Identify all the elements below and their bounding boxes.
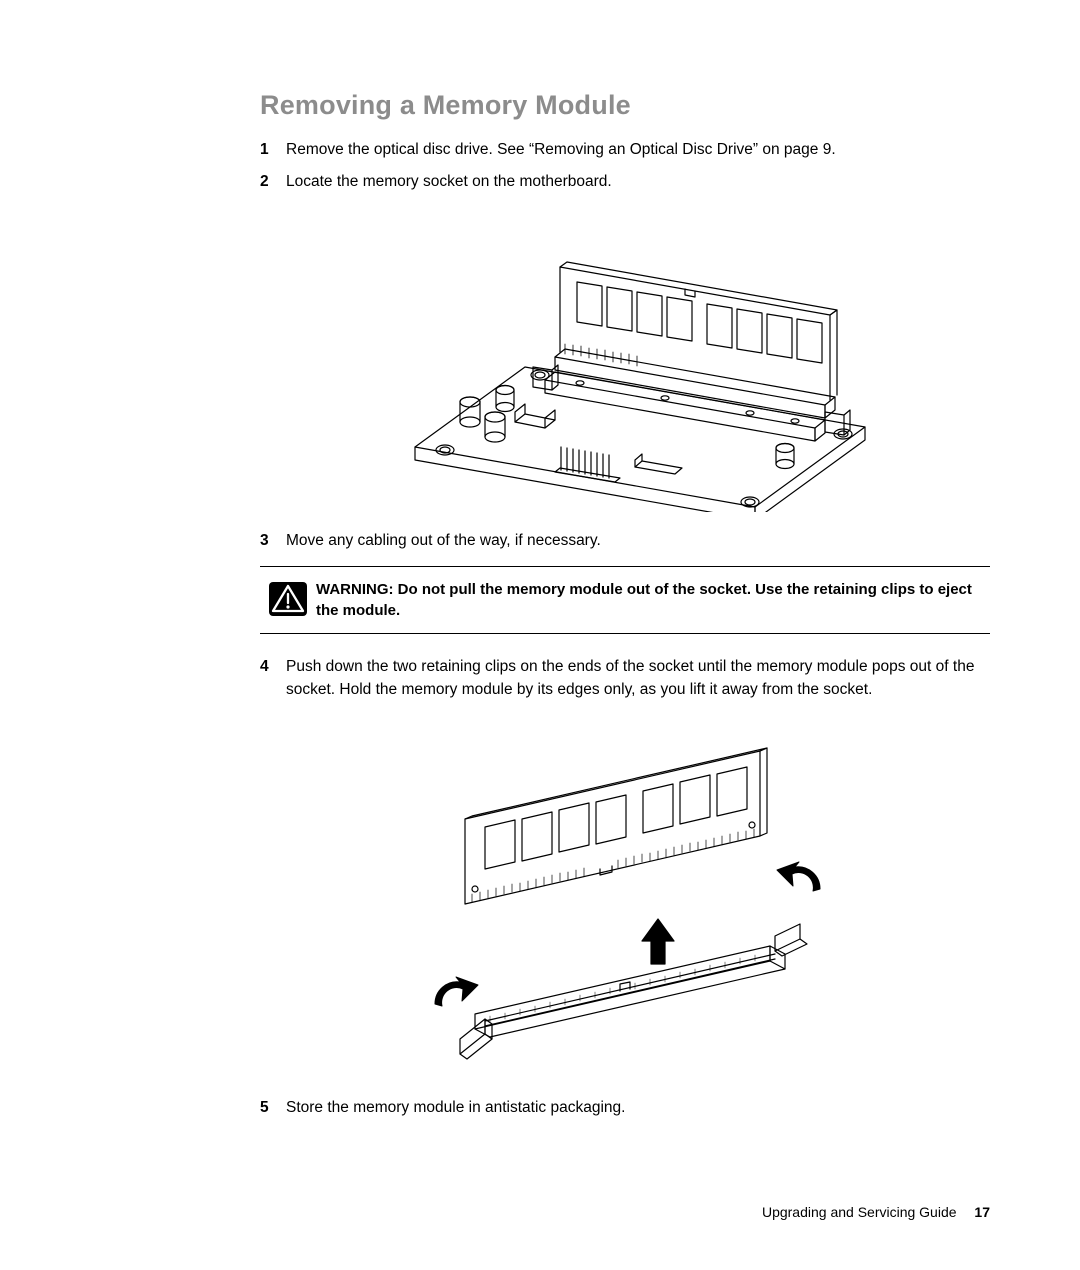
warning-text: WARNING: Do not pull the memory module o… <box>316 579 990 621</box>
step-number: 5 <box>260 1097 286 1119</box>
step-number: 3 <box>260 530 286 552</box>
step-text: Remove the optical disc drive. See “Remo… <box>286 139 990 161</box>
step-number: 4 <box>260 656 286 701</box>
step-4: 4 Push down the two retaining clips on t… <box>260 656 990 701</box>
document-page: Removing a Memory Module 1 Remove the op… <box>0 0 1080 1270</box>
figure-dimm-removal <box>260 719 990 1079</box>
step-2: 2 Locate the memory socket on the mother… <box>260 171 990 193</box>
warning-icon <box>260 579 316 617</box>
step-number: 2 <box>260 171 286 193</box>
footer-guide-title: Upgrading and Servicing Guide <box>762 1204 957 1220</box>
step-5: 5 Store the memory module in antistatic … <box>260 1097 990 1119</box>
step-text: Move any cabling out of the way, if nece… <box>286 530 990 552</box>
step-1: 1 Remove the optical disc drive. See “Re… <box>260 139 990 161</box>
section-heading: Removing a Memory Module <box>260 90 990 121</box>
step-3: 3 Move any cabling out of the way, if ne… <box>260 530 990 552</box>
step-number: 1 <box>260 139 286 161</box>
warning-callout: WARNING: Do not pull the memory module o… <box>260 566 990 634</box>
figure-motherboard <box>260 212 990 512</box>
step-text: Store the memory module in antistatic pa… <box>286 1097 990 1119</box>
step-text: Locate the memory socket on the motherbo… <box>286 171 990 193</box>
footer-page-number: 17 <box>974 1204 990 1220</box>
page-footer: Upgrading and Servicing Guide 17 <box>762 1204 990 1220</box>
step-text: Push down the two retaining clips on the… <box>286 656 990 701</box>
